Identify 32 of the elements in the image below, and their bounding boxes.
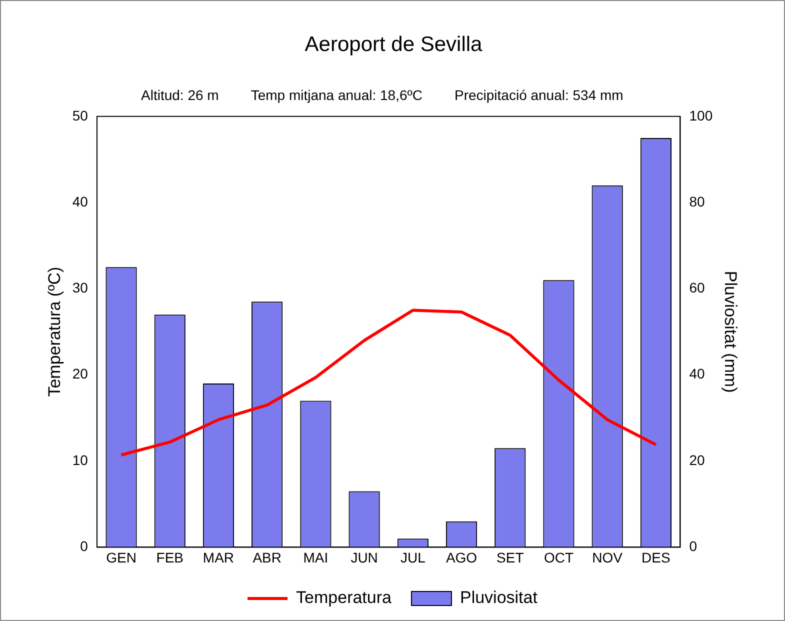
x-tick-label: ABR — [252, 549, 282, 566]
x-tick-label: DES — [642, 549, 670, 566]
x-tick-label: MAI — [303, 549, 328, 566]
x-tick-label: OCT — [544, 549, 574, 566]
y-tick-label: 40 — [72, 193, 88, 210]
x-tick-label: SET — [496, 549, 524, 566]
y-tick-label: 20 — [72, 366, 88, 382]
y-tick-label: 50 — [72, 107, 88, 124]
x-tick-label: MAR — [202, 549, 234, 566]
text: Temp mitjana anual: 18,6ºC — [250, 87, 422, 103]
y2-tick-label: 40 — [689, 366, 706, 382]
chart-title: Aeroport de Sevilla — [304, 33, 484, 57]
y2-tick-label: 60 — [689, 280, 706, 296]
x-tick-label: NOV — [592, 549, 624, 566]
y-tick-label: 0 — [80, 538, 88, 554]
y2-tick-label: 20 — [689, 452, 706, 468]
x-tick-label: AGO — [446, 549, 478, 566]
text: Precipitació anual: 534 mm — [454, 87, 624, 103]
y-tick-label: 30 — [72, 280, 88, 296]
y2-tick-label: 80 — [689, 193, 706, 210]
legend-label: Temperatura — [296, 588, 392, 608]
x-tick-label: GEN — [106, 549, 136, 566]
y2-tick-label: 0 — [689, 538, 698, 554]
y2-axis-title: Pluviositat (mm) — [721, 270, 740, 393]
legend-label: Pluviositat — [460, 588, 538, 608]
text: Altitud: 26 m — [141, 87, 219, 103]
y-tick-label: 10 — [72, 452, 88, 468]
x-tick-label: JUN — [350, 549, 378, 566]
y2-tick-label: 100 — [689, 107, 713, 124]
x-tick-label: JUL — [400, 549, 426, 566]
y-axis-title: Temperatura (ºC) — [44, 266, 64, 397]
x-tick-label: FEB — [156, 549, 184, 566]
